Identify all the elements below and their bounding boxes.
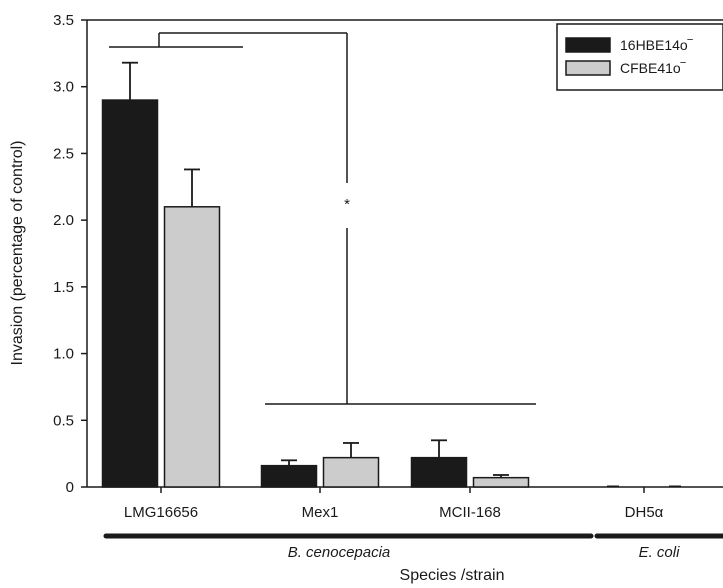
bars — [101, 61, 681, 488]
y-tick-label: 3.5 — [53, 12, 74, 29]
x-tick-label: MCII-168 — [439, 504, 501, 521]
legend-label-cfbe41o: CFBE41o‾ — [620, 60, 687, 76]
legend-swatch-16hbe14o — [565, 37, 611, 53]
legend-label-16hbe14o: 16HBE14o‾ — [620, 37, 694, 53]
bar-cfbe41o-mex1 — [322, 456, 380, 488]
y-axis-title: Invasion (percentage of control) — [9, 140, 26, 365]
species-label-e-coli: E. coli — [639, 544, 681, 561]
y-tick-label: 1.0 — [53, 346, 74, 363]
x-tick-label: LMG16656 — [124, 504, 198, 521]
bar-16hbe14o-mex1 — [260, 464, 318, 488]
legend: 16HBE14o‾ CFBE41o‾ — [556, 23, 723, 91]
legend-box — [556, 23, 723, 91]
bar-cfbe41o-lmg16656 — [163, 206, 221, 488]
y-tick-label: 1.5 — [53, 279, 74, 296]
y-ticks: 0 0.5 1.0 1.5 2.0 2.5 3.0 3.5 — [53, 12, 87, 496]
y-tick-label: 0 — [66, 479, 74, 496]
y-tick-label: 2.0 — [53, 212, 74, 229]
y-tick-label: 2.5 — [53, 145, 74, 162]
bar-cfbe41o-mcii-168 — [472, 476, 530, 488]
x-axis-title: Species /strain — [400, 567, 505, 584]
x-tick-labels: LMG16656 Mex1 MCII-168 DH5α — [124, 487, 664, 521]
legend-swatch-cfbe41o — [565, 60, 611, 76]
significance-bracket — [109, 32, 536, 405]
bar-16hbe14o-lmg16656 — [101, 99, 159, 488]
y-tick-label: 0.5 — [53, 412, 74, 429]
y-tick-label: 3.0 — [53, 79, 74, 96]
significance-asterisk: * — [344, 196, 350, 213]
species-label-b-cenocepacia: B. cenocepacia — [288, 544, 391, 561]
x-tick-label: Mex1 — [302, 504, 339, 521]
bar-16hbe14o-mcii-168 — [410, 456, 468, 488]
x-tick-label: DH5α — [625, 504, 664, 521]
